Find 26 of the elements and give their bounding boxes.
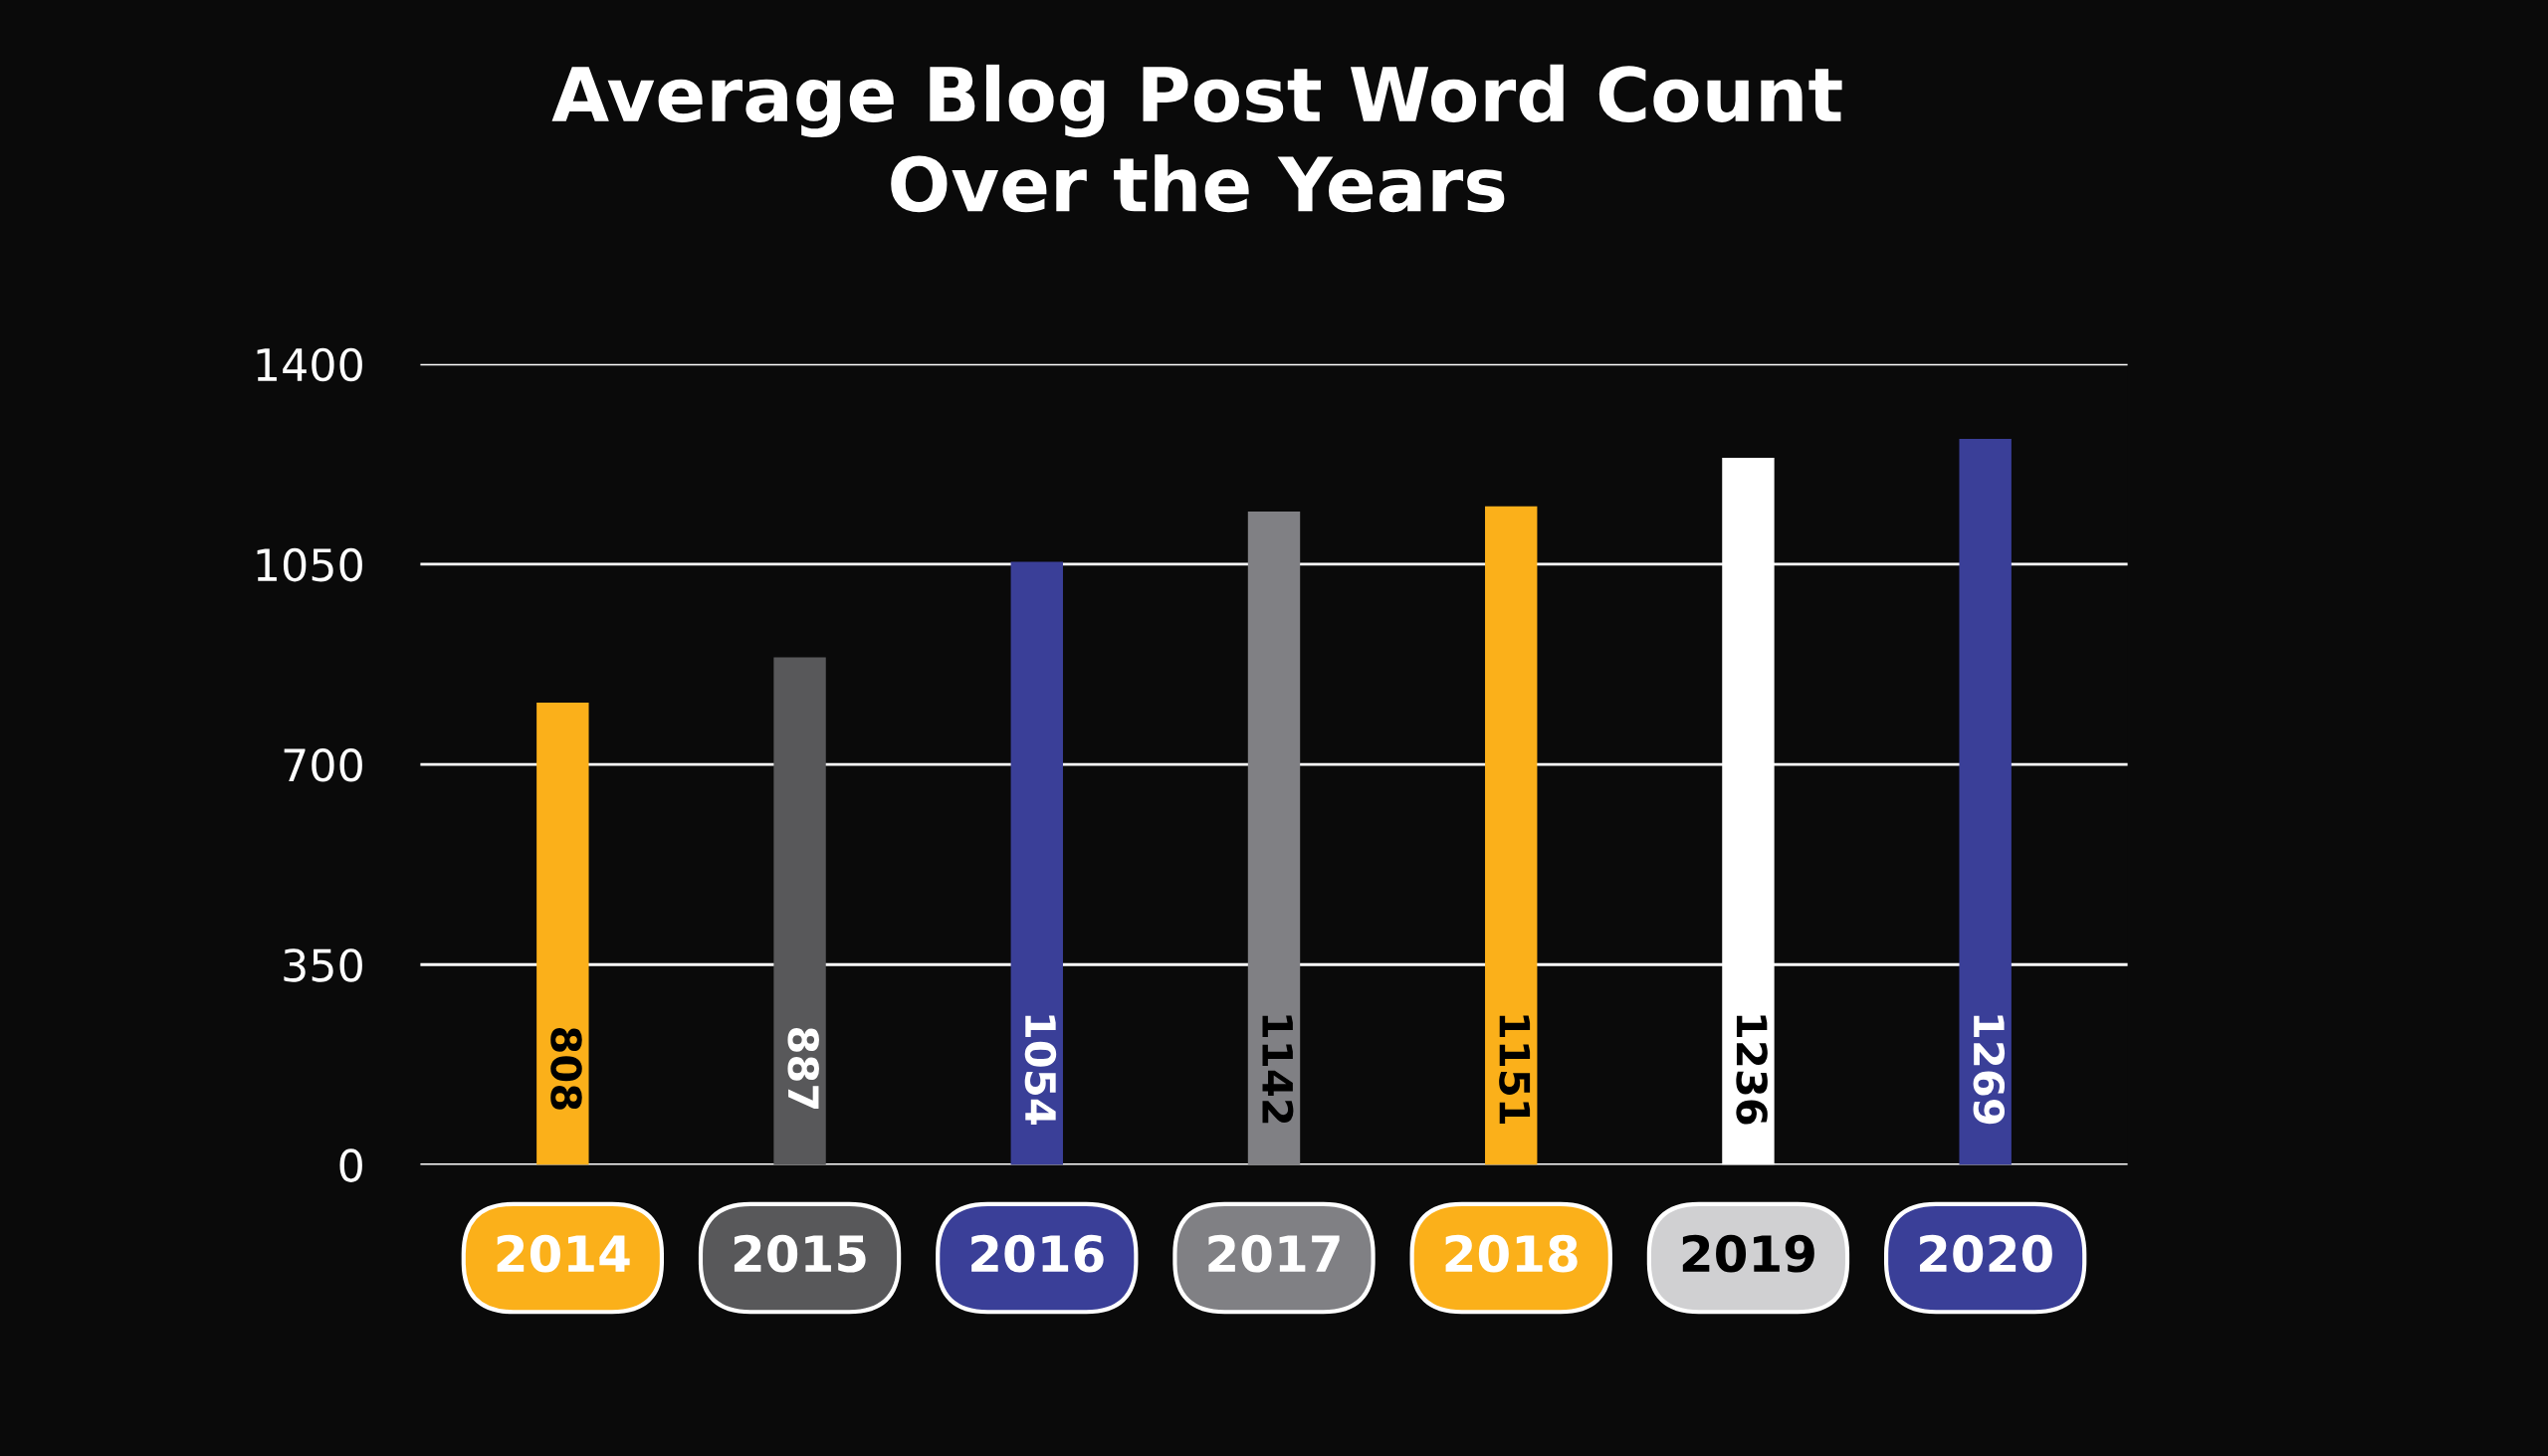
data-label: 808	[550, 1027, 582, 1110]
data-label: 1236	[1736, 1015, 1768, 1125]
chart-title: Average Blog Post Word Count Over the Years	[551, 64, 1842, 213]
data-label: 1151	[1499, 1015, 1531, 1124]
data-label: 1269	[1973, 1015, 2006, 1125]
bar	[536, 703, 589, 1165]
y-tick-label: 0	[339, 1148, 362, 1182]
data-label: 1142	[1262, 1015, 1294, 1124]
bar	[1247, 512, 1301, 1165]
x-tick-label: 2020	[1920, 1234, 2052, 1273]
data-label: 1054	[1024, 1015, 1057, 1125]
y-tick-label: 350	[284, 948, 362, 982]
bar	[1485, 506, 1538, 1165]
x-tick-label: 2017	[1208, 1234, 1340, 1273]
x-tick-label: 2018	[1445, 1234, 1578, 1273]
x-tick-label: 2014	[497, 1234, 630, 1273]
y-tick-label: 700	[284, 747, 362, 782]
bar	[1010, 561, 1063, 1165]
bar	[773, 657, 826, 1165]
x-tick-label: 2016	[971, 1234, 1104, 1273]
bar	[1959, 439, 2012, 1165]
y-tick-label: 1050	[257, 547, 362, 582]
x-tick-label: 2015	[734, 1234, 866, 1273]
data-label: 887	[787, 1027, 819, 1110]
y-tick-label: 1400	[257, 347, 362, 382]
x-tick-label: 2019	[1682, 1234, 1814, 1273]
